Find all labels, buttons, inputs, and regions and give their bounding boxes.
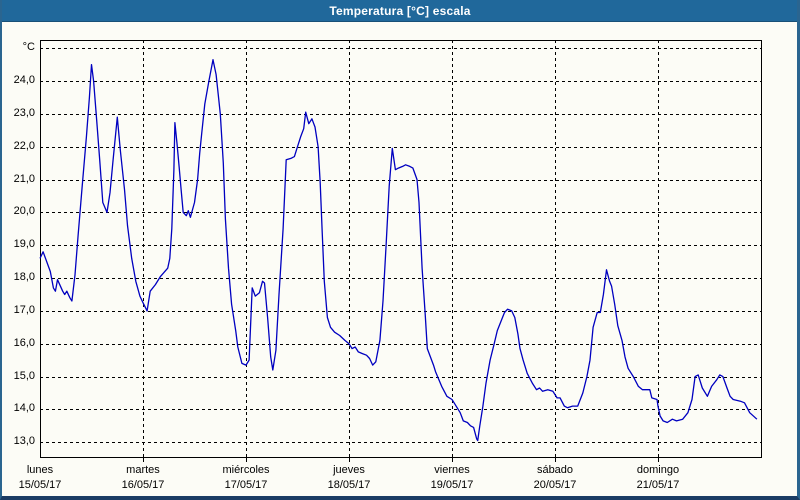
day-date: 19/05/17	[430, 479, 474, 491]
y-axis-tick-label: 17,0	[13, 303, 35, 316]
plot-frame	[40, 40, 762, 458]
window-title: Temperatura [°C] escala	[329, 3, 471, 18]
x-axis-day-label: domingo 21/05/17	[637, 463, 680, 493]
y-axis-tick-label: 19,0	[13, 238, 35, 251]
y-axis-tick-label: 16,0	[13, 336, 35, 349]
x-axis-day-label: lunes 15/05/17	[19, 463, 62, 493]
day-name: domingo	[636, 464, 680, 476]
y-axis-tick-label: 18,0	[13, 271, 35, 284]
day-date: 17/05/17	[224, 479, 268, 491]
y-axis-tick-label: °C	[22, 41, 35, 54]
y-axis-labels: °C 24,0 23,0 22,0 21,0 20,0 19,0 18,0 17,0 16,0 15…	[2, 0, 36, 496]
day-date: 16/05/17	[121, 479, 165, 491]
y-axis-tick-label: 15,0	[13, 369, 35, 382]
day-date: 20/05/17	[533, 479, 577, 491]
day-date: 18/05/17	[327, 479, 371, 491]
y-axis-tick-label: 20,0	[13, 205, 35, 218]
y-axis-tick-label: 13,0	[13, 435, 35, 448]
y-axis-tick-label: 24,0	[13, 74, 35, 87]
day-date: 15/05/17	[18, 479, 62, 491]
x-axis-day-label: miércoles 17/05/17	[222, 463, 269, 493]
temperature-line-chart	[39, 40, 762, 462]
day-name: sábado	[536, 464, 574, 476]
y-axis-tick-label: 21,0	[13, 172, 35, 185]
y-axis-tick-label: 14,0	[13, 402, 35, 415]
y-axis-tick-label: 22,0	[13, 139, 35, 152]
x-axis-day-label: martes 16/05/17	[122, 463, 165, 493]
temperature-series-line	[39, 59, 758, 442]
day-name: viernes	[434, 464, 470, 476]
x-axis-day-label: viernes 19/05/17	[431, 463, 474, 493]
y-axis-tick-label: 23,0	[13, 106, 35, 119]
x-axis-day-label: jueves 18/05/17	[328, 463, 371, 493]
day-name: martes	[126, 464, 160, 476]
day-date: 21/05/17	[636, 479, 680, 491]
day-name: jueves	[333, 464, 365, 476]
window-titlebar[interactable]: Temperatura [°C] escala	[2, 0, 797, 22]
x-axis-day-label: sábado 20/05/17	[534, 463, 577, 493]
day-name: lunes	[26, 464, 54, 476]
day-name: miércoles	[222, 464, 270, 476]
